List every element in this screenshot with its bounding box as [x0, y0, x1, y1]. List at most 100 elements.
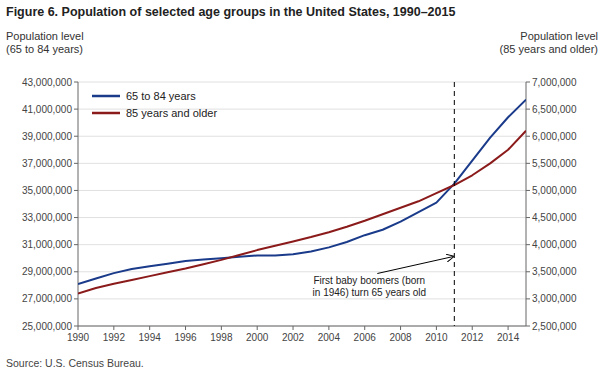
y2-tick: [526, 244, 530, 245]
x-tick-label: 2010: [425, 332, 448, 343]
y-tick: [74, 326, 78, 327]
x-tick: [472, 326, 473, 330]
x-tick-label: 1994: [139, 332, 162, 343]
series-line: [78, 131, 526, 294]
y2-tick: [526, 217, 530, 218]
text-line: Population level: [520, 30, 598, 42]
chart: Figure 6. Population of selected age gro…: [0, 0, 604, 373]
y2-tick: [526, 190, 530, 191]
x-tick-label: 1996: [174, 332, 197, 343]
x-tick: [78, 326, 79, 330]
grid: [78, 82, 526, 326]
y-axis-line: [78, 82, 79, 326]
x-axis-line: [78, 326, 526, 327]
legend-label: 85 years and older: [126, 107, 217, 119]
x-tick-label: 1990: [67, 332, 90, 343]
y2-tick: [526, 136, 530, 137]
text-line: (65 to 84 years): [6, 43, 83, 55]
x-tick-label: 2006: [354, 332, 377, 343]
y-tick: [74, 190, 78, 191]
y-tick-label: 31,000,000: [22, 239, 72, 250]
y-tick: [74, 271, 78, 272]
y2-tick: [526, 109, 530, 110]
x-tick: [185, 326, 186, 330]
reference-line: [454, 82, 455, 326]
x-tick: [400, 326, 401, 330]
text-line: Population level: [6, 30, 84, 42]
y-axis-label: Population level(65 to 84 years): [6, 30, 84, 55]
text-line: in 1946) turn 65 years old: [313, 287, 426, 298]
y-tick-label: 25,000,000: [22, 321, 72, 332]
y-tick-label: 35,000,000: [22, 185, 72, 196]
y-tick: [74, 109, 78, 110]
y-tick-label: 43,000,000: [22, 77, 72, 88]
x-tick-label: 2004: [318, 332, 341, 343]
annotation-arrow: [377, 257, 453, 274]
x-tick-label: 2002: [282, 332, 305, 343]
y-tick-label: 41,000,000: [22, 104, 72, 115]
y2-tick-label: 4,500,000: [532, 212, 577, 223]
y2-tick-label: 3,500,000: [532, 266, 577, 277]
y2-tick: [526, 326, 530, 327]
y2-tick: [526, 298, 530, 299]
y-tick-label: 33,000,000: [22, 212, 72, 223]
x-tick-label: 2000: [246, 332, 269, 343]
grid-line: [78, 326, 526, 327]
x-tick: [328, 326, 329, 330]
grid-line: [78, 298, 526, 299]
y2-tick-label: 5,000,000: [532, 185, 577, 196]
y2-axis-label: Population level(85 years and older): [500, 30, 598, 55]
grid-line: [78, 244, 526, 245]
y-tick-label: 37,000,000: [22, 158, 72, 169]
y2-axis-line: [526, 82, 527, 326]
grid-line: [78, 163, 526, 164]
y-tick: [74, 82, 78, 83]
source: Source: U.S. Census Bureau.: [6, 357, 144, 369]
plot-area: [78, 82, 526, 326]
legend-swatch: [92, 112, 120, 115]
y2-tick-label: 2,500,000: [532, 321, 577, 332]
grid-line: [78, 82, 526, 83]
series-line: [78, 100, 526, 284]
text-line: First baby boomers (born: [313, 275, 425, 286]
x-tick-label: 2014: [497, 332, 520, 343]
grid-line: [78, 136, 526, 137]
y2-tick-label: 7,000,000: [532, 77, 577, 88]
x-tick: [221, 326, 222, 330]
y2-tick-label: 3,000,000: [532, 293, 577, 304]
x-tick: [113, 326, 114, 330]
x-tick-label: 2012: [461, 332, 484, 343]
y2-tick-label: 6,500,000: [532, 104, 577, 115]
x-tick: [149, 326, 150, 330]
y-tick-label: 27,000,000: [22, 293, 72, 304]
x-tick: [364, 326, 365, 330]
y2-tick: [526, 163, 530, 164]
text-line: (85 years and older): [500, 43, 598, 55]
x-tick-label: 1992: [103, 332, 126, 343]
legend: 65 to 84 years 85 years and older: [92, 90, 217, 119]
x-tick: [508, 326, 509, 330]
grid-line: [78, 271, 526, 272]
grid-line: [78, 190, 526, 191]
grid-line: [78, 217, 526, 218]
x-tick-label: 1998: [210, 332, 233, 343]
y2-tick: [526, 271, 530, 272]
x-tick: [436, 326, 437, 330]
y2-tick-label: 6,000,000: [532, 131, 577, 142]
x-tick-label: 2008: [389, 332, 412, 343]
y-tick: [74, 136, 78, 137]
x-tick: [257, 326, 258, 330]
title: Figure 6. Population of selected age gro…: [6, 5, 455, 19]
y-tick: [74, 217, 78, 218]
legend-label: 65 to 84 years: [126, 90, 196, 102]
y-tick-label: 29,000,000: [22, 266, 72, 277]
x-tick: [293, 326, 294, 330]
y2-tick: [526, 82, 530, 83]
y-tick: [74, 163, 78, 164]
y2-tick-label: 5,500,000: [532, 158, 577, 169]
y-tick: [74, 298, 78, 299]
y-tick-label: 39,000,000: [22, 131, 72, 142]
page: {"chart_data": { "type": "line", "title"…: [0, 0, 604, 373]
legend-swatch: [92, 95, 120, 98]
y-tick: [74, 244, 78, 245]
